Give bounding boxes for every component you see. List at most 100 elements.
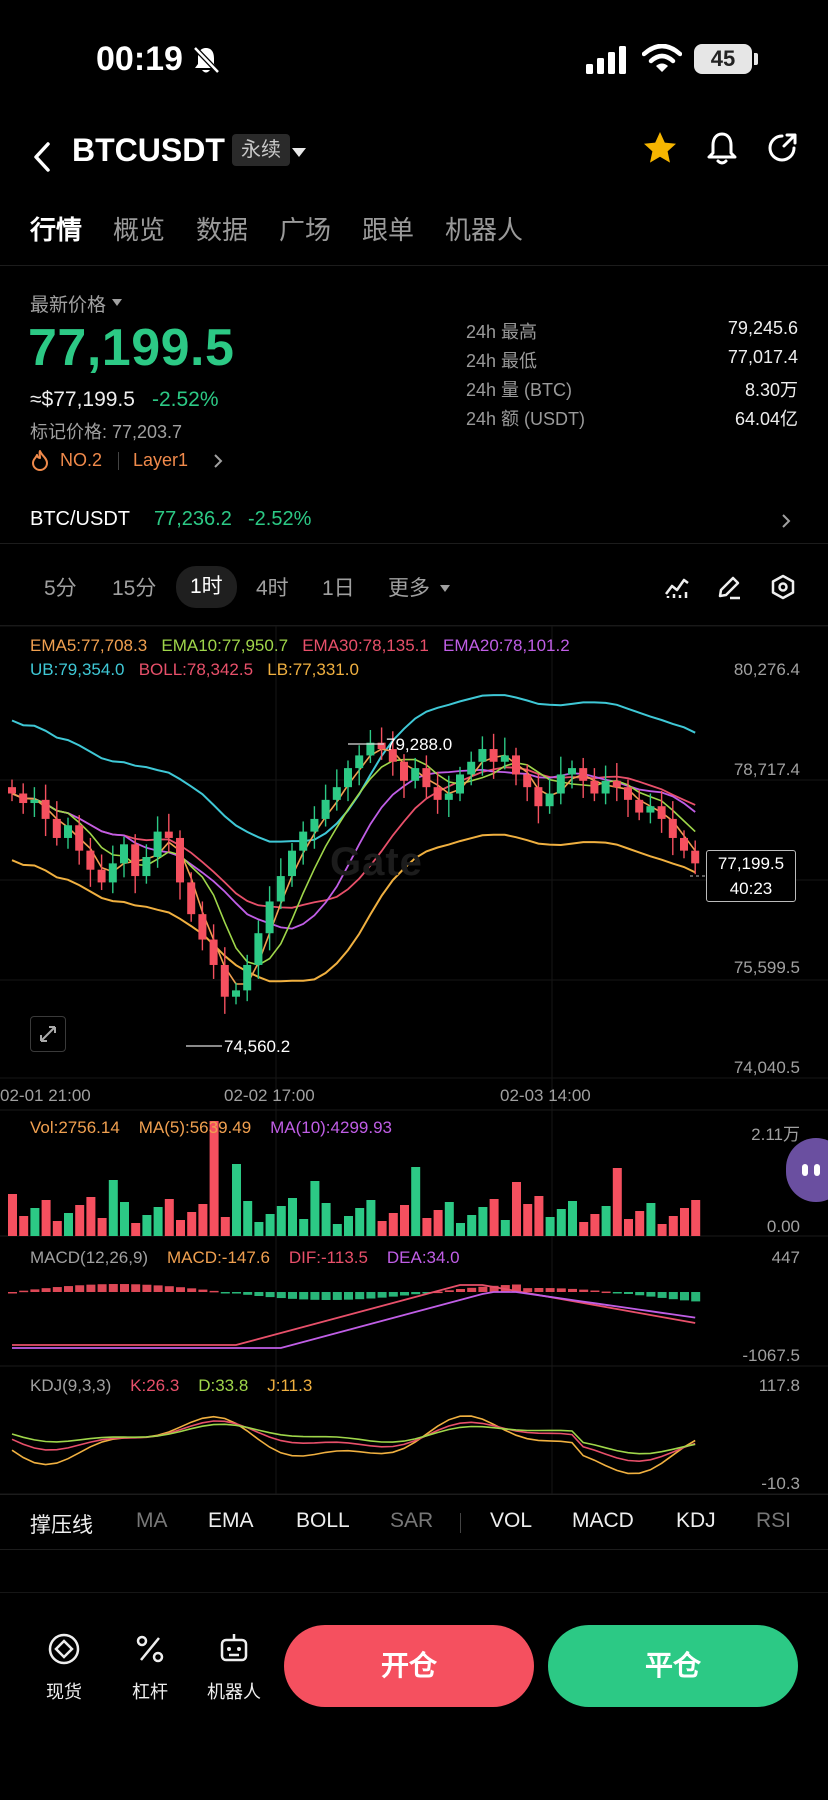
- current-price: 77,199.5: [717, 854, 785, 873]
- volume-bar: [64, 1213, 73, 1236]
- volume-bar: [456, 1223, 465, 1236]
- macd-bar: [344, 1292, 353, 1300]
- open-position-button[interactable]: 开仓: [284, 1625, 534, 1707]
- mark-price: 标记价格: 77,203.7: [30, 422, 183, 442]
- volume-bar: [198, 1204, 208, 1236]
- time-axis-label: 02-01 21:00: [0, 1086, 91, 1105]
- candle-body: [164, 831, 173, 838]
- indicator-vol[interactable]: VOL: [490, 1509, 533, 1532]
- nav-spot[interactable]: 现货: [24, 1631, 104, 1704]
- tab-square[interactable]: 广场: [279, 215, 332, 245]
- candle-body: [64, 825, 72, 838]
- candle-body: [646, 806, 655, 813]
- tab-overview[interactable]: 概览: [113, 215, 166, 245]
- more-caret-icon[interactable]: [440, 585, 450, 592]
- fullscreen-button[interactable]: [30, 1016, 66, 1052]
- candle-body: [332, 787, 341, 800]
- candle-body: [657, 806, 666, 819]
- volume-bar: [512, 1182, 521, 1236]
- spot-pair-row[interactable]: BTC/USDT 77,236.2 -2.52%: [0, 500, 828, 544]
- candle-body: [601, 780, 610, 794]
- draw-pencil-icon[interactable]: [716, 574, 742, 600]
- robot-icon: [220, 1634, 248, 1662]
- macd-legend: MACD(12,26,9) MACD:-147.6 DIF:-113.5 DEA…: [30, 1248, 460, 1268]
- nav-bot[interactable]: 机器人: [194, 1631, 274, 1704]
- kline-chart[interactable]: 79,288.0 74,560.2: [0, 0, 828, 1494]
- volume-bar: [209, 1121, 219, 1236]
- tab-market[interactable]: 行情: [30, 215, 83, 245]
- nav-margin[interactable]: 杠杆: [110, 1631, 190, 1704]
- bottom-action-bar: 现货 杠杆 机器人 开仓 平仓: [0, 1592, 828, 1800]
- symbol-title[interactable]: BTCUSDT: [72, 132, 225, 168]
- interval-4h[interactable]: 4时: [256, 577, 289, 600]
- tab-copy-trading[interactable]: 跟单: [362, 215, 415, 245]
- macd-bar: [523, 1288, 533, 1292]
- tab-bot[interactable]: 机器人: [445, 215, 524, 245]
- assistant-bubble[interactable]: [786, 1138, 828, 1202]
- indicator-ma[interactable]: MA: [136, 1509, 168, 1532]
- price-type-label[interactable]: 最新价格: [30, 295, 107, 316]
- macd-bar: [86, 1284, 96, 1292]
- interval-15m[interactable]: 15分: [112, 577, 157, 600]
- time-axis-label: 02-02 17:00: [224, 1086, 315, 1105]
- volume-bar: [86, 1197, 96, 1236]
- volume-bar: [657, 1224, 667, 1236]
- indicator-rsi[interactable]: RSI: [756, 1509, 792, 1532]
- indicator-macd[interactable]: MACD: [572, 1509, 634, 1532]
- price-axis-label: 80,276.4: [733, 660, 800, 679]
- alert-bell-icon[interactable]: [702, 128, 742, 168]
- chart-settings-icon[interactable]: [770, 574, 796, 600]
- macd-bar: [568, 1288, 577, 1292]
- candle-body: [265, 901, 274, 934]
- volume-bar: [422, 1218, 432, 1236]
- volume-bar: [646, 1203, 656, 1236]
- candle-body: [8, 787, 16, 794]
- indicator-boll[interactable]: BOLL: [296, 1509, 350, 1532]
- macd-bar: [30, 1289, 40, 1292]
- macd-bar: [176, 1287, 185, 1292]
- interval-1h[interactable]: 1时: [176, 566, 237, 608]
- volume-bar: [142, 1215, 152, 1236]
- low-price-label: 74,560.2: [224, 1037, 290, 1056]
- volume-bar: [97, 1218, 107, 1236]
- tag-divider: [118, 452, 119, 470]
- indicator-ema[interactable]: EMA: [208, 1509, 254, 1532]
- tab-data[interactable]: 数据: [196, 215, 249, 245]
- close-position-button[interactable]: 平仓: [548, 1625, 798, 1707]
- indicator-sar[interactable]: SAR: [390, 1509, 434, 1532]
- macd-bar: [209, 1290, 219, 1293]
- macd-bar: [75, 1285, 85, 1292]
- candle-body: [52, 818, 61, 838]
- macd-bar: [590, 1290, 600, 1292]
- interval-1d[interactable]: 1日: [322, 577, 355, 600]
- indicator-support-resistance[interactable]: 撑压线: [30, 1514, 93, 1537]
- category-tag[interactable]: Layer1: [133, 450, 189, 470]
- candle-body: [187, 882, 196, 915]
- stat-value: 8.30万: [744, 380, 798, 400]
- dif-line: [12, 1284, 696, 1346]
- volume-bar: [164, 1199, 174, 1236]
- interval-5m[interactable]: 5分: [44, 577, 77, 600]
- fire-icon: [32, 450, 48, 471]
- chevron-right-icon[interactable]: [780, 512, 792, 530]
- macd-bar: [512, 1284, 521, 1292]
- candle-body: [86, 850, 95, 870]
- volume-bar: [680, 1208, 689, 1236]
- d-line: [11, 1423, 696, 1455]
- volume-bar: [243, 1201, 253, 1236]
- back-arrow-icon[interactable]: [28, 132, 58, 182]
- favorite-star-icon[interactable]: [640, 128, 680, 168]
- interval-more[interactable]: 更多: [388, 577, 430, 600]
- volume-axis-min: 0.00: [766, 1217, 800, 1236]
- stat-value: 77,017.4: [727, 347, 798, 367]
- macd-bar: [187, 1288, 197, 1292]
- rank-badge[interactable]: NO.2: [60, 450, 103, 470]
- kdj-title: KDJ(9,3,3): [30, 1376, 112, 1395]
- chevron-right-icon[interactable]: [212, 452, 224, 470]
- share-icon[interactable]: [762, 128, 802, 168]
- symbol-dropdown-icon[interactable]: [292, 148, 306, 157]
- price-type-caret-icon[interactable]: [112, 299, 122, 306]
- indicator-tool-icon[interactable]: [664, 574, 690, 600]
- vol-ma10-value: MA(10):4299.93: [270, 1118, 392, 1137]
- indicator-kdj[interactable]: KDJ: [676, 1509, 716, 1532]
